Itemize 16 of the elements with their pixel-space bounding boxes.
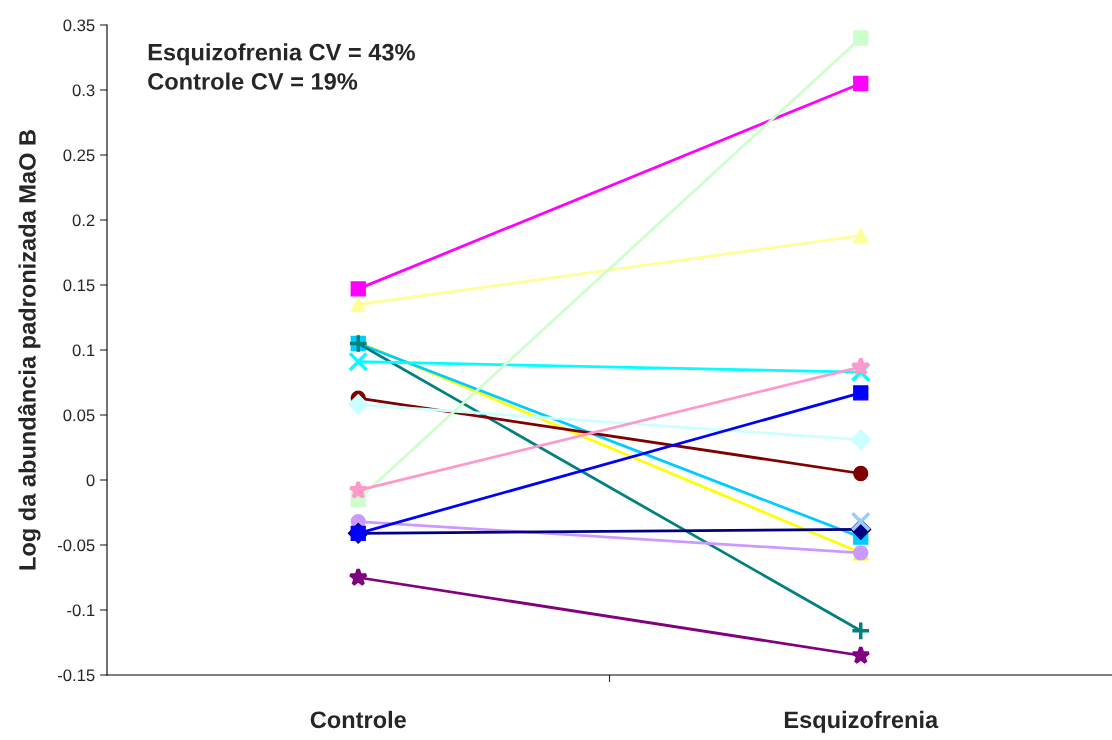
annotation: Controle CV = 19% [148, 72, 358, 90]
y-tick-label: 0.3 [72, 84, 95, 97]
y-tick-label: -0.1 [67, 604, 95, 617]
y-tick-label: 0.2 [72, 214, 95, 227]
y-tick-label: 0.35 [63, 19, 95, 32]
y-tick-label: 0.25 [63, 149, 95, 162]
y-tick-label: 0.1 [72, 344, 95, 357]
y-tick-label: -0.05 [57, 539, 95, 552]
y-tick-label: 0 [86, 474, 95, 487]
y-tick-label: 0.05 [63, 409, 95, 422]
x-tick-label: Esquizofrenia [784, 710, 939, 733]
annotation: Esquizofrenia CV = 43% [148, 43, 415, 66]
y-axis-title: Log da abundância padronizada MaO B [17, 130, 41, 570]
x-tick-label: Controle [310, 710, 406, 729]
y-tick-label: 0.15 [63, 279, 95, 292]
y-tick-label: -0.15 [57, 669, 95, 682]
